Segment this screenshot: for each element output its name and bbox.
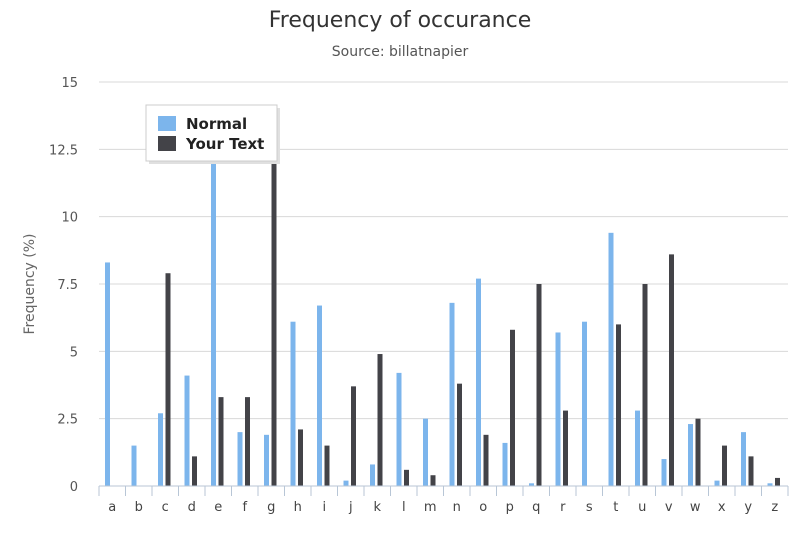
bars: [105, 143, 780, 487]
bar-normal-e[interactable]: [211, 143, 216, 487]
x-tick-label: b: [135, 500, 143, 515]
y-tick-label: 15: [61, 76, 78, 91]
x-tick-label: n: [453, 500, 461, 515]
bar-normal-d[interactable]: [184, 375, 190, 486]
x-tick-label: f: [242, 500, 247, 515]
x-tick-label: q: [532, 500, 540, 515]
x-tick-label: l: [402, 500, 406, 515]
bar-your-text-b[interactable]: [165, 273, 171, 486]
x-tick-label: y: [744, 500, 752, 515]
bar-normal-y[interactable]: [741, 432, 746, 486]
y-tick-label: 0: [70, 480, 78, 495]
x-tick-label: w: [690, 500, 701, 515]
axes: 0 2.5 5 7.5 10 12.5 15 a b c d e f g h i j k l m n o p q r s t u v w x…: [49, 76, 789, 515]
x-tick-label: o: [479, 500, 487, 515]
bar-normal-z[interactable]: [767, 483, 773, 486]
bar-your-text-f[interactable]: [271, 143, 277, 487]
y-tick-label: 7.5: [57, 278, 78, 293]
bar-your-text-e[interactable]: [245, 397, 250, 486]
x-tick-label: e: [214, 500, 222, 515]
bar-normal-f[interactable]: [237, 432, 243, 486]
bar-normal-w[interactable]: [688, 424, 693, 486]
bar-normal-r[interactable]: [555, 332, 561, 486]
bar-your-text-c[interactable]: [192, 456, 197, 486]
bar-normal-x[interactable]: [714, 480, 720, 486]
bar-your-text-t[interactable]: [642, 284, 648, 486]
y-tick-label: 2.5: [57, 413, 78, 428]
bar-your-text-i[interactable]: [351, 386, 356, 486]
x-tick-label: v: [665, 500, 673, 515]
bar-normal-c[interactable]: [158, 413, 163, 486]
bar-your-text-g[interactable]: [298, 429, 303, 486]
x-tick-label: c: [162, 500, 169, 515]
x-tick-label: x: [718, 500, 726, 515]
y-axis-label: Frequency (%): [22, 233, 38, 334]
bar-normal-h[interactable]: [290, 321, 296, 486]
bar-normal-v[interactable]: [661, 459, 667, 486]
x-tick-label: z: [771, 500, 778, 515]
bar-your-text-k[interactable]: [404, 469, 409, 486]
y-tick-label: 10: [61, 211, 78, 226]
legend[interactable]: Normal Your Text: [145, 104, 280, 164]
bar-your-text-w[interactable]: [722, 445, 727, 486]
bar-your-text-x[interactable]: [748, 456, 754, 486]
bar-your-text-n[interactable]: [483, 434, 489, 486]
bar-your-text-v[interactable]: [695, 418, 701, 486]
bar-your-text-s[interactable]: [616, 324, 621, 486]
chart-subtitle: Source: billatnapier: [331, 44, 469, 60]
x-tick-label: h: [294, 500, 302, 515]
bar-your-text-p[interactable]: [536, 284, 542, 486]
bar-normal-q[interactable]: [529, 483, 534, 486]
y-tick-label: 12.5: [49, 143, 78, 158]
x-tick-label: s: [586, 500, 593, 515]
legend-label[interactable]: Normal: [186, 115, 247, 133]
chart-title: Frequency of occurance: [268, 8, 532, 33]
bar-normal-p[interactable]: [502, 442, 508, 486]
bar-normal-g[interactable]: [264, 434, 269, 486]
x-tick-label: p: [506, 500, 514, 515]
bar-normal-m[interactable]: [423, 418, 428, 486]
bar-your-text-l[interactable]: [430, 475, 436, 486]
legend-label[interactable]: Your Text: [185, 135, 264, 153]
bar-your-text-j[interactable]: [377, 354, 383, 486]
bar-your-text-u[interactable]: [669, 254, 674, 486]
x-tick-label: t: [613, 500, 618, 515]
bar-your-text-o[interactable]: [510, 329, 515, 486]
x-tick-label: g: [267, 500, 275, 515]
x-tick-label: m: [424, 500, 437, 515]
bar-normal-n[interactable]: [449, 302, 455, 486]
bar-normal-k[interactable]: [370, 464, 375, 486]
x-tick-label: r: [560, 500, 566, 515]
legend-swatch[interactable]: [158, 136, 176, 151]
x-tick-label: u: [638, 500, 646, 515]
x-tick-label: k: [373, 500, 381, 515]
bar-normal-o[interactable]: [476, 278, 481, 486]
legend-box: [145, 104, 278, 162]
y-tick-label: 5: [70, 345, 78, 360]
x-tick-label: a: [108, 500, 116, 515]
bar-normal-i[interactable]: [317, 305, 322, 486]
bar-normal-l[interactable]: [396, 372, 402, 486]
bar-your-text-d[interactable]: [218, 397, 224, 486]
bar-normal-j[interactable]: [343, 480, 349, 486]
legend-swatch[interactable]: [158, 116, 176, 131]
bar-normal-b[interactable]: [131, 445, 137, 486]
x-tick-label: d: [188, 500, 196, 515]
bar-normal-u[interactable]: [635, 410, 640, 486]
bar-normal-t[interactable]: [608, 232, 614, 486]
bar-your-text-m[interactable]: [457, 383, 462, 486]
x-tick-label: j: [348, 500, 353, 515]
bar-your-text-q[interactable]: [563, 410, 568, 486]
bar-normal-a[interactable]: [105, 262, 110, 486]
bar-your-text-y[interactable]: [775, 477, 780, 486]
x-tick-label: i: [322, 500, 326, 515]
bar-normal-s[interactable]: [582, 321, 587, 486]
bar-your-text-h[interactable]: [324, 445, 330, 486]
